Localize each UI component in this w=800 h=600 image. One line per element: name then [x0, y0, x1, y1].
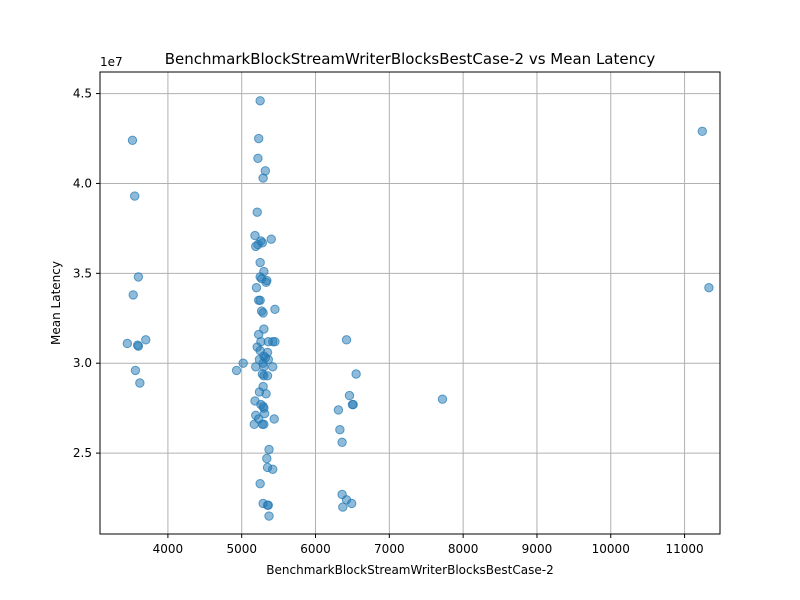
data-point	[127, 135, 138, 146]
data-point	[259, 419, 269, 430]
data-point	[258, 173, 268, 183]
data-point	[251, 241, 261, 252]
data-point	[130, 365, 141, 376]
y-tick-label: 4.5	[73, 87, 92, 101]
data-point	[255, 478, 265, 489]
data-point	[264, 511, 274, 521]
data-point	[270, 304, 280, 314]
x-axis-ticks: 4000 5000 6000 7000 8000 9000 10000 11000	[153, 534, 704, 556]
data-point	[128, 290, 138, 300]
data-point	[231, 365, 242, 376]
y-tick-label: 2.5	[73, 446, 92, 460]
data-point	[333, 405, 344, 415]
data-point	[263, 500, 273, 510]
data-point	[264, 444, 274, 455]
x-axis-label: BenchmarkBlockStreamWriterBlocksBestCase…	[266, 563, 553, 577]
y-axis-label: Mean Latency	[49, 261, 63, 345]
data-point	[351, 369, 361, 379]
x-tick-label: 6000	[300, 542, 331, 556]
y-axis-offset-label: 1e7	[100, 55, 123, 69]
data-point	[338, 502, 348, 512]
data-point	[337, 437, 347, 448]
data-point	[251, 362, 261, 372]
data-point	[704, 283, 714, 293]
x-tick-label: 7000	[374, 542, 405, 556]
y-tick-label: 3.5	[73, 266, 92, 280]
plot-frame	[99, 71, 721, 535]
data-point	[253, 133, 264, 144]
data-point	[263, 354, 273, 365]
y-axis-ticks: 2.5 3.0 3.5 4.0 4.5	[73, 87, 100, 460]
data-point	[348, 399, 358, 410]
x-tick-label: 4000	[153, 542, 184, 556]
data-point	[269, 414, 279, 424]
grid-lines	[100, 72, 720, 534]
data-points	[122, 96, 714, 521]
data-point	[122, 338, 133, 349]
data-point	[135, 378, 145, 388]
data-point	[261, 277, 271, 288]
data-point	[266, 234, 276, 244]
data-point	[255, 295, 265, 306]
data-point	[252, 207, 262, 217]
data-point	[133, 272, 144, 282]
data-point	[133, 341, 144, 351]
data-point	[238, 358, 248, 368]
y-tick-label: 4.0	[73, 176, 92, 190]
data-point	[255, 257, 265, 268]
y-tick-label: 3.0	[73, 356, 92, 370]
chart-title: BenchmarkBlockStreamWriterBlocksBestCase…	[165, 50, 656, 68]
data-point	[437, 394, 448, 404]
data-point	[262, 453, 272, 464]
data-point	[270, 336, 280, 347]
data-point	[258, 308, 268, 318]
data-point	[141, 335, 151, 345]
data-point	[268, 362, 278, 372]
data-point	[249, 419, 259, 430]
data-point	[255, 96, 265, 106]
data-point	[697, 126, 707, 137]
data-point	[251, 283, 262, 293]
x-tick-label: 9000	[522, 542, 553, 556]
data-point	[262, 371, 273, 381]
data-point	[261, 389, 271, 399]
data-point	[344, 390, 355, 401]
data-point	[250, 230, 260, 241]
data-point	[259, 408, 270, 419]
data-point	[341, 335, 352, 345]
data-point	[335, 425, 345, 435]
data-point	[253, 153, 263, 163]
data-point	[346, 498, 357, 509]
x-tick-label: 8000	[448, 542, 479, 556]
x-tick-label: 5000	[226, 542, 257, 556]
x-tick-label: 11000	[665, 542, 703, 556]
data-point	[129, 191, 140, 201]
x-tick-label: 10000	[592, 542, 630, 556]
data-point	[268, 464, 278, 474]
